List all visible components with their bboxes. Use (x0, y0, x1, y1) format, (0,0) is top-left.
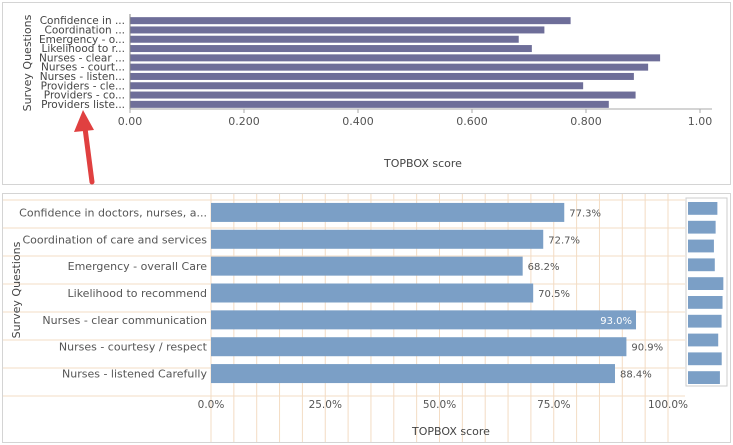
minimap-bar-7 (688, 333, 719, 347)
bottom-bar-chart: Confidence in doctors, nurses, a... 77.3%… (3, 194, 728, 442)
bar-0 (130, 17, 571, 25)
x-tick-label-2: 50.0% (423, 399, 456, 411)
data-label-1: 72.7% (548, 235, 580, 246)
minimap-bar-4 (688, 277, 724, 290)
category-label-9: Providers liste... (41, 99, 125, 111)
minimap-bar-1 (688, 220, 716, 234)
category-label-3: Likelihood to recommend (68, 287, 207, 300)
category-label-1: Coordination ... (45, 24, 125, 36)
data-label-3: 70.5% (538, 289, 570, 300)
bar-7 (130, 82, 584, 90)
category-label-5: Nurses - courtesy / respect (59, 341, 208, 354)
bar-4 (130, 54, 661, 62)
minimap-bar-2 (688, 239, 714, 253)
bar-5 (130, 63, 649, 71)
category-label-3: Likelihood to r... (41, 43, 125, 55)
bar-5 (211, 337, 627, 357)
x-tick-label-5: 1.00 (688, 115, 713, 128)
bar-4 (211, 310, 637, 330)
bar-3 (211, 283, 534, 303)
top-bar-chart: Confidence in ...Coordination ...Emergen… (21, 14, 713, 170)
data-label-6: 88.4% (620, 370, 652, 381)
x-tick-label-3: 0.600 (456, 115, 488, 128)
bottom-chart-panel: Confidence in doctors, nurses, a... 77.3%… (2, 193, 731, 443)
minimap-scrollbar (685, 197, 728, 387)
x-tick-label-1: 0.200 (228, 115, 260, 128)
category-label-0: Confidence in doctors, nurses, a... (19, 206, 207, 219)
category-label-5: Nurses - court... (41, 62, 125, 74)
x-tick-label-0: 0.00 (118, 115, 143, 128)
y-axis-title: Survey Questions (21, 14, 34, 111)
x-axis-title: TOPBOX score (411, 425, 490, 438)
minimap-bar-9 (688, 371, 720, 384)
minimap-bar-0 (688, 202, 718, 215)
y-axis-title: Survey Questions (10, 241, 23, 338)
bar-6 (211, 364, 615, 384)
category-label-6: Nurses - listen... (40, 71, 125, 83)
bar-3 (130, 45, 532, 53)
minimap-bar-3 (688, 258, 715, 272)
bar-1 (211, 229, 544, 249)
category-label-6: Nurses - listened Carefully (62, 368, 207, 381)
category-label-1: Coordination of care and services (22, 233, 207, 246)
data-label-5: 90.9% (631, 343, 663, 354)
category-label-2: Emergency - overall Care (68, 260, 208, 273)
top-chart-panel: Confidence in ... Coordination ... Emergen… (2, 2, 731, 185)
bar-9 (130, 100, 609, 108)
x-tick-label-1: 25.0% (309, 399, 342, 411)
bar-2 (130, 35, 519, 43)
x-tick-label-4: 100.0% (648, 399, 688, 411)
x-tick-label-0: 0.0% (198, 399, 225, 411)
category-label-8: Providers - co... (44, 90, 125, 102)
category-label-2: Emergency - o... (39, 34, 125, 46)
bar-8 (130, 91, 636, 99)
category-label-4: Nurses - clear ... (39, 52, 125, 64)
bar-1 (130, 26, 545, 34)
minimap-bar-5 (688, 296, 723, 309)
category-label-7: Providers - cle... (41, 80, 125, 92)
bar-0 (211, 202, 565, 222)
x-axis-title: TOPBOX score (383, 157, 462, 170)
bar-6 (130, 72, 634, 80)
category-label-4: Nurses - clear communication (42, 314, 207, 327)
minimap-bar-6 (688, 314, 722, 328)
data-label-4: 93.0% (600, 316, 632, 327)
bar-2 (211, 256, 523, 276)
x-tick-label-3: 75.0% (537, 399, 570, 411)
data-label-0: 77.3% (569, 208, 601, 219)
x-tick-label-4: 0.800 (570, 115, 602, 128)
minimap-bar-8 (688, 352, 722, 366)
category-label-0: Confidence in ... (40, 15, 125, 27)
data-label-2: 68.2% (528, 262, 560, 273)
x-tick-label-2: 0.400 (342, 115, 374, 128)
